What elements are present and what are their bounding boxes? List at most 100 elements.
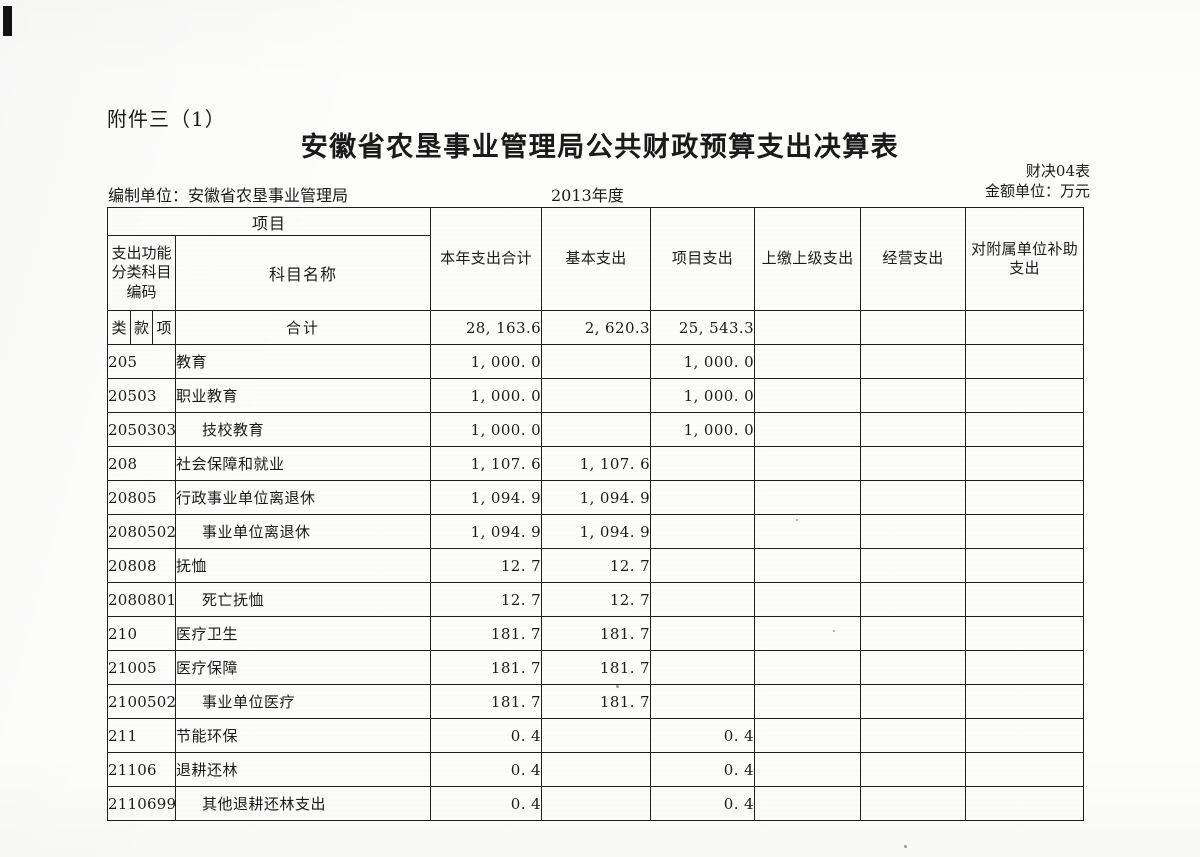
cell-function-code: 2110699 [107,786,176,821]
cell-value-3 [754,684,862,719]
cell-value-4 [860,786,967,821]
cell-value-0: 1, 000. 0 [430,412,543,447]
header-project-group: 项目 [106,207,432,236]
cell-value-4 [860,548,967,583]
cell-subject-name: 行政事业单位离退休 [174,480,432,515]
cell-value-5 [965,446,1085,481]
cell-value-5 [965,718,1085,753]
cell-function-code: 21005 [107,650,176,685]
budget-table-container: 项目 本年支出合计 基本支出 项目支出 上缴上级支出 经营支出 对附属单位补助支… [106,207,1085,821]
cell-value-5 [965,548,1085,583]
cell-value-5 [965,378,1085,413]
form-code-label: 财决04表 [1025,162,1090,180]
cell-value-1: 1, 094. 9 [541,514,652,549]
cell-function-code: 2100502 [107,684,176,719]
cell-function-code: 20805 [107,480,176,515]
cell-value-1: 181. 7 [541,650,652,685]
cell-value-3 [754,412,862,447]
header-subsidy-to-affiliated-units: 对附属单位补助支出 [965,207,1085,311]
cell-subject-name: 死亡抚恤 [174,582,432,617]
cell-value-1 [541,786,652,821]
cell-subject-name: 教育 [174,344,432,379]
cell-value-4 [860,718,967,753]
table-row: 2080502 事业单位离退休 1, 094. 9 1, 094. 9 [107,514,1085,549]
cell-value-3 [754,582,862,617]
cell-value-3 [754,718,862,753]
cell-value-2: 0. 4 [650,786,756,821]
cell-value-4 [860,616,967,651]
header-total-current-year: 本年支出合计 [430,207,543,311]
cell-value-3 [754,616,862,651]
cell-value-2: 0. 4 [650,752,756,787]
table-row: 210 医疗卫生 181. 7 181. 7 [107,616,1085,651]
header-code-kuan: 款 [130,310,153,345]
cell-value-2: 1, 000. 0 [650,344,756,379]
header-code-xiang: 项 [152,310,176,345]
header-code-lei: 类 [107,310,131,345]
cell-subject-name: 事业单位离退休 [174,514,432,549]
cell-value-5 [965,786,1085,821]
cell-value-1 [541,752,652,787]
cell-value-4 [860,752,967,787]
cell-function-code: 20503 [107,378,176,413]
header-subject-name: 科目名称 [174,235,432,311]
budget-expenditure-table: 项目 本年支出合计 基本支出 项目支出 上缴上级支出 经营支出 对附属单位补助支… [106,207,1085,821]
total-row-value-2: 25, 543.3 [650,310,756,345]
total-row-value-3 [754,310,862,345]
total-row-value-0: 28, 163.6 [430,310,543,345]
table-row: 21106 退耕还林 0. 4 0. 4 [107,752,1085,787]
cell-subject-name: 技校教育 [174,412,432,447]
header-basic-expenditure: 基本支出 [541,207,652,311]
cell-value-1: 181. 7 [541,616,652,651]
cell-value-5 [965,514,1085,549]
scan-corner-mark [3,6,12,36]
cell-value-4 [860,582,967,617]
cell-function-code: 21106 [107,752,176,787]
table-row: 205 教育 1, 000. 0 1, 000. 0 [107,344,1085,379]
cell-subject-name: 其他退耕还林支出 [174,786,432,821]
cell-value-4 [860,378,967,413]
cell-subject-name: 医疗保障 [174,650,432,685]
cell-value-2 [650,684,756,719]
cell-function-code: 20808 [107,548,176,583]
cell-value-0: 12. 7 [430,548,543,583]
total-row-value-5 [965,310,1085,345]
cell-value-5 [965,582,1085,617]
cell-value-2 [650,514,756,549]
header-operating-expenditure: 经营支出 [860,207,967,311]
cell-value-1: 12. 7 [541,548,652,583]
cell-value-0: 1, 000. 0 [430,378,543,413]
header-expenditure-function-code: 支出功能分类科目编码 [107,235,176,311]
page-title: 安徽省农垦事业管理局公共财政预算支出决算表 [300,132,900,163]
cell-value-2 [650,582,756,617]
total-row-value-4 [860,310,967,345]
header-project-expenditure: 项目支出 [650,207,756,311]
cell-value-1 [541,412,652,447]
fiscal-year-label: 2013年度 [551,186,624,205]
cell-value-0: 1, 000. 0 [430,344,543,379]
table-row: 208 社会保障和就业 1, 107. 6 1, 107. 6 [107,446,1085,481]
cell-value-2 [650,446,756,481]
cell-value-4 [860,514,967,549]
cell-value-3 [754,344,862,379]
cell-function-code: 210 [107,616,176,651]
header-row-group: 项目 本年支出合计 基本支出 项目支出 上缴上级支出 经营支出 对附属单位补助支… [106,207,1085,311]
cell-value-5 [965,480,1085,515]
cell-value-4 [860,650,967,685]
cell-subject-name: 抚恤 [174,548,432,583]
cell-function-code: 211 [107,718,176,753]
cell-value-2: 1, 000. 0 [650,378,756,413]
cell-value-1 [541,378,652,413]
total-row-value-1: 2, 620.3 [541,310,652,345]
cell-value-5 [965,616,1085,651]
amount-unit-label: 金额单位：万元 [984,182,1090,200]
cell-value-2 [650,548,756,583]
cell-value-2 [650,650,756,685]
cell-value-3 [754,378,862,413]
table-row: 211 节能环保 0. 4 0. 4 [107,718,1085,753]
table-header: 项目 本年支出合计 基本支出 项目支出 上缴上级支出 经营支出 对附属单位补助支… [106,207,1085,345]
cell-value-4 [860,684,967,719]
table-row: 20808 抚恤 12. 7 12. 7 [107,548,1085,583]
cell-value-5 [965,344,1085,379]
